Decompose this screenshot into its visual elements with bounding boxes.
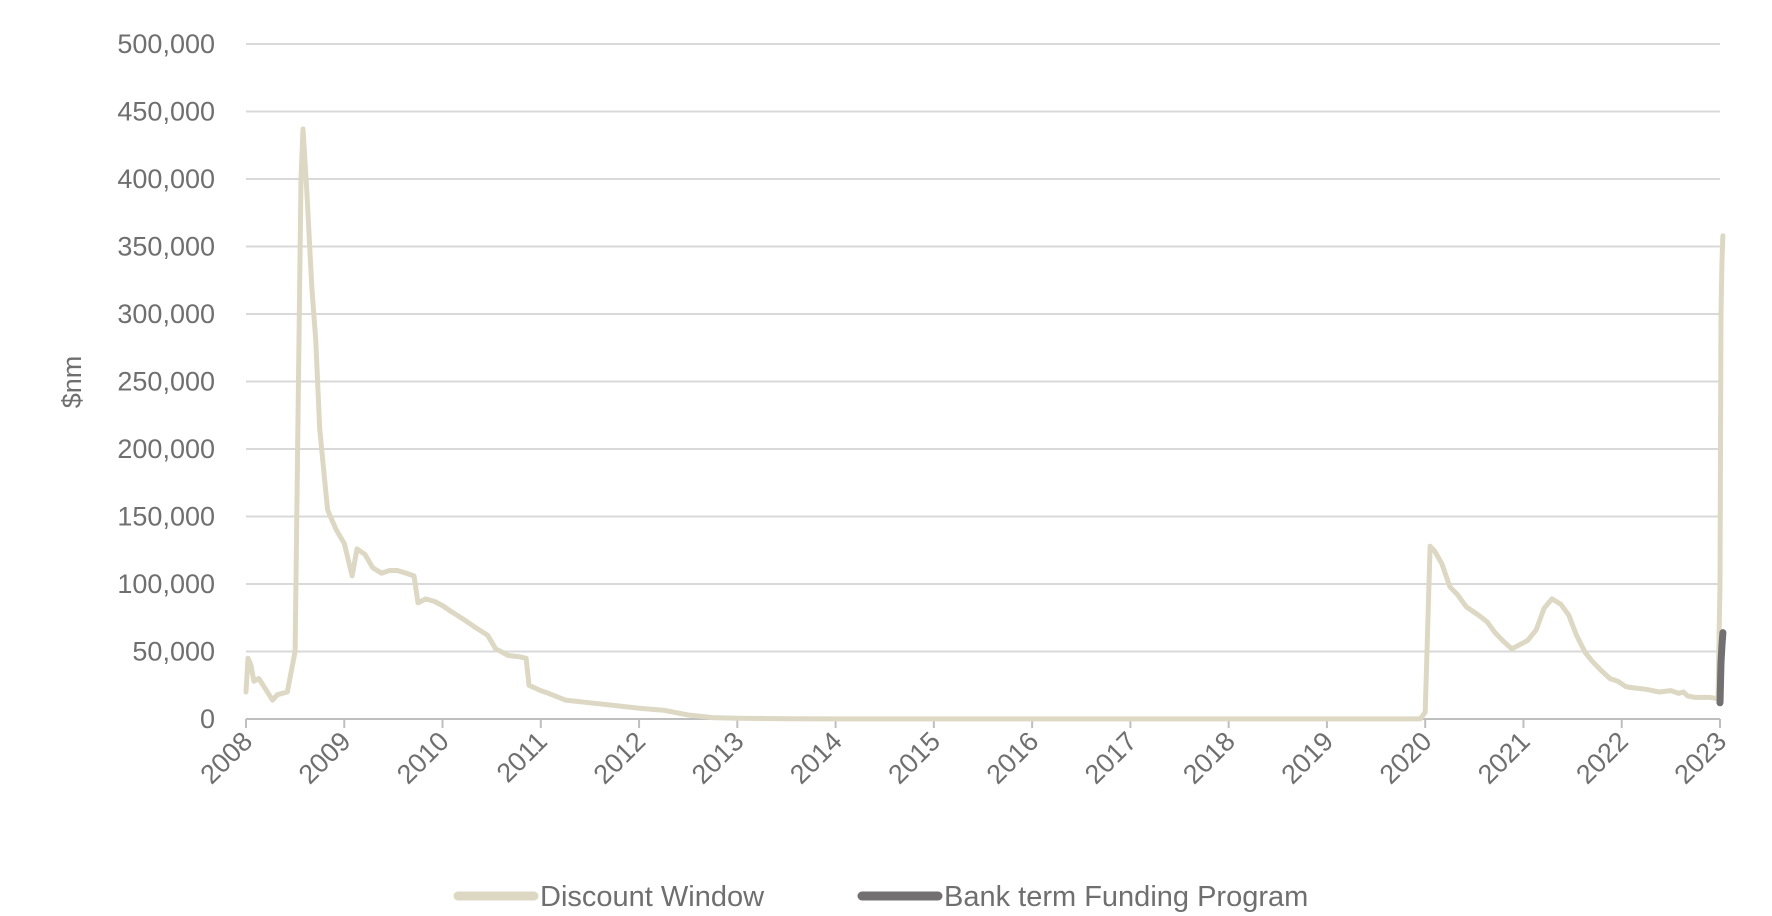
legend-label: Discount Window [540,881,765,913]
x-tick-label: 2020 [1374,726,1438,790]
series-line-discount-window [243,126,1726,722]
x-tick-label: 2010 [391,726,455,790]
y-tick-label: 400,000 [117,164,215,194]
y-axis-title: $nm [57,356,87,409]
x-tick-label: 2016 [981,726,1045,790]
x-tick-label: 2008 [195,726,259,790]
x-tick-label: 2013 [686,726,750,790]
y-tick-label: 300,000 [117,299,215,329]
x-tick-label: 2021 [1472,726,1536,790]
x-tick-label: 2022 [1570,726,1634,790]
legend-label: Bank term Funding Program [944,881,1308,913]
y-tick-label: 100,000 [117,569,215,599]
x-tick-label: 2017 [1079,726,1143,790]
x-tick-label: 2018 [1177,726,1241,790]
x-tick-label: 2011 [491,726,553,788]
x-tick-label: 2009 [293,726,357,790]
x-tick-label: 2014 [784,726,848,790]
x-tick-label: 2012 [588,726,652,790]
series-lines [243,126,1727,722]
x-axis: 2008 2009 2010 2011 2012 2013 2014 2015 2016 2017… [195,718,1733,790]
y-tick-label: 500,000 [117,29,215,59]
x-tick-label: 2019 [1275,726,1339,790]
y-tick-label: 50,000 [132,637,215,667]
legend: Discount Window Bank term Funding Program [453,881,1308,913]
gridlines [246,43,1720,653]
y-tick-label: 200,000 [117,434,215,464]
y-tick-label: 250,000 [117,367,215,397]
y-axis-tick-labels: 0 50,000 100,000 150,000 200,000 250,000 300,0… [117,29,215,734]
x-tick-label: 2023 [1669,726,1733,790]
y-tick-label: 150,000 [117,502,215,532]
series-line-bank-term-funding-program [1716,629,1727,707]
y-tick-label: 0 [200,704,215,734]
y-tick-label: 350,000 [117,232,215,262]
y-tick-label: 450,000 [117,97,215,127]
x-tick-label: 2015 [882,726,946,790]
